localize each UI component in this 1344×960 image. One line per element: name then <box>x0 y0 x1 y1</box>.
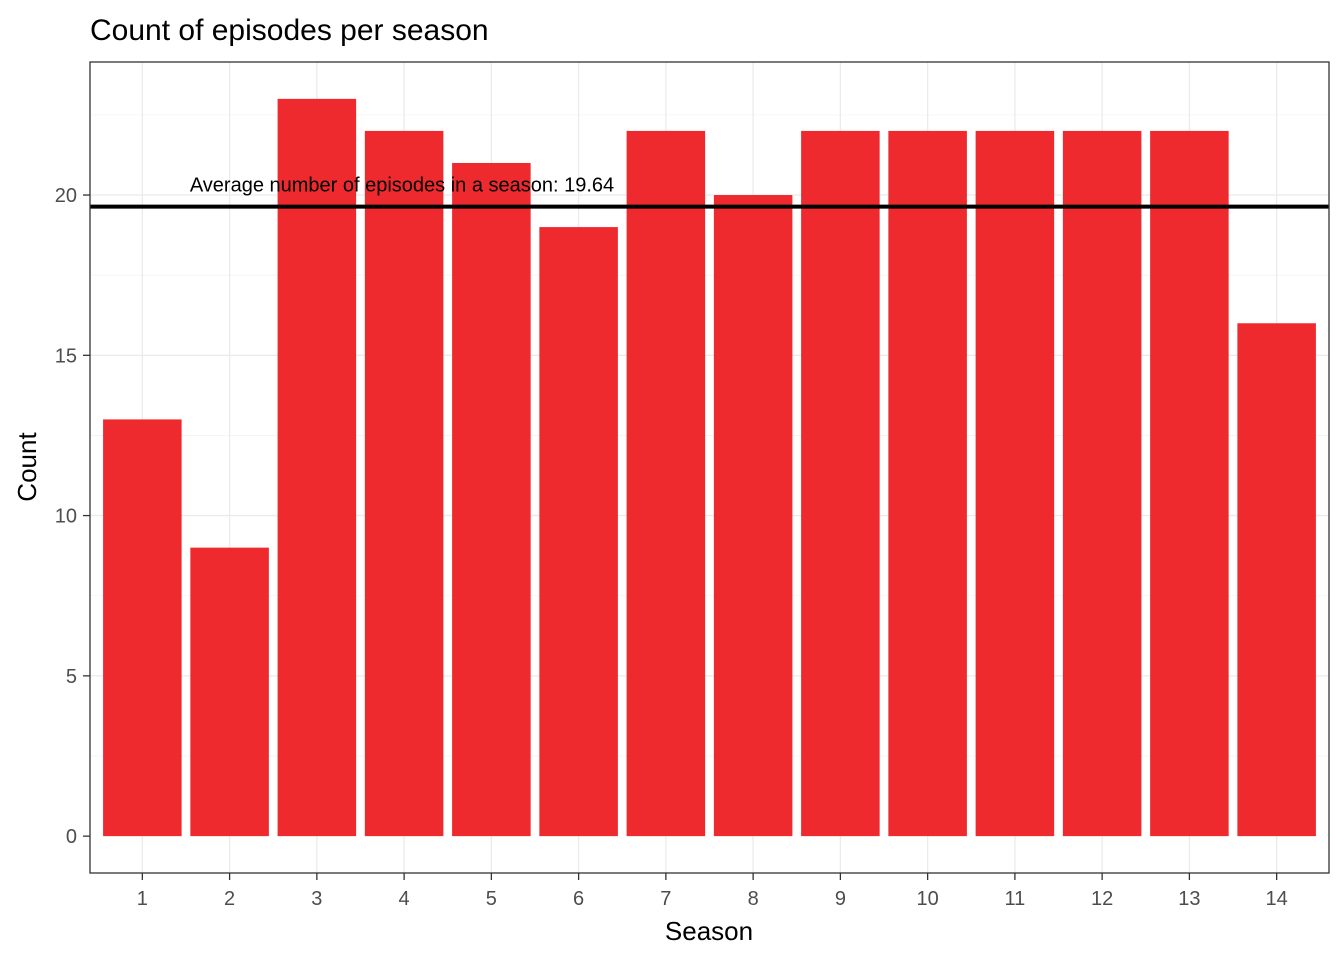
x-tick-label: 10 <box>917 888 939 910</box>
x-tick-label: 12 <box>1091 888 1113 910</box>
y-tick-label: 20 <box>55 185 77 207</box>
bar-season-13 <box>1150 130 1229 837</box>
bar-season-5 <box>452 162 531 837</box>
y-axis-title: Count <box>12 432 42 502</box>
x-tick-label: 7 <box>660 888 671 910</box>
y-tick-label: 5 <box>66 666 77 688</box>
x-tick-label: 1 <box>137 888 148 910</box>
bar-season-14 <box>1237 323 1316 837</box>
y-tick-label: 10 <box>55 506 77 528</box>
y-axis: 0 5 10 15 20 <box>55 185 90 848</box>
x-tick-label: 6 <box>573 888 584 910</box>
x-tick-label: 8 <box>748 888 759 910</box>
x-tick-label: 2 <box>224 888 235 910</box>
average-line-group: Average number of episodes in a season: … <box>90 175 1329 209</box>
x-tick-label: 14 <box>1266 888 1288 910</box>
x-axis-title: Season <box>665 916 753 946</box>
bar-season-6 <box>539 227 618 837</box>
bar-season-2 <box>190 547 269 837</box>
bar-season-11 <box>975 130 1055 837</box>
x-tick-label: 13 <box>1178 888 1200 910</box>
x-tick-label: 11 <box>1005 888 1026 910</box>
bar-season-3 <box>277 98 357 837</box>
bar-season-10 <box>888 130 967 837</box>
average-line-label: Average number of episodes in a season: … <box>190 175 614 197</box>
bar-season-9 <box>801 130 880 837</box>
plot-panel-border <box>89 61 1330 874</box>
x-tick-label: 3 <box>311 888 322 910</box>
y-tick-label: 0 <box>66 826 77 848</box>
bar-season-8 <box>713 195 793 837</box>
x-tick-label: 9 <box>835 888 846 910</box>
bar-season-12 <box>1062 130 1142 837</box>
bar-season-4 <box>364 130 444 837</box>
bar-season-7 <box>626 130 706 837</box>
x-axis: 1 2 3 4 5 6 7 8 9 10 11 12 13 14 <box>137 873 1288 910</box>
bars <box>103 98 1316 837</box>
x-tick-label: 5 <box>486 888 497 910</box>
y-tick-label: 15 <box>55 345 77 367</box>
x-tick-label: 4 <box>399 888 410 910</box>
chart-title: Count of episodes per season <box>90 14 489 47</box>
bar-season-1 <box>103 419 182 837</box>
